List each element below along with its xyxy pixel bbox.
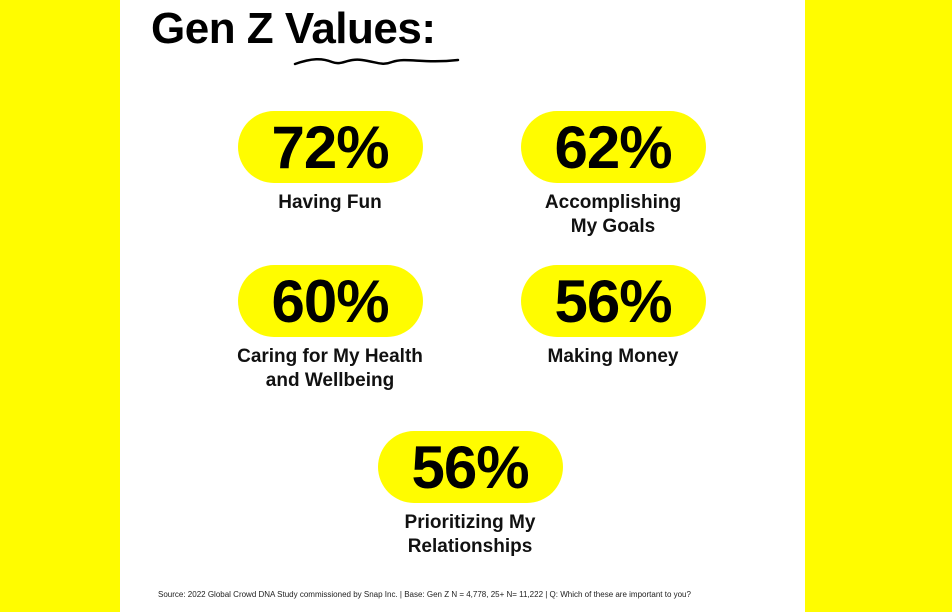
stat: 56% Making Money — [483, 265, 743, 369]
stat: 62% Accomplishing My Goals — [483, 111, 743, 239]
stat-value: 56% — [520, 265, 706, 337]
stat-value: 56% — [377, 431, 563, 503]
stat-label: Caring for My Health and Wellbeing — [237, 346, 423, 391]
stat-label: Making Money — [547, 346, 679, 367]
stat: 56% Prioritizing My Relationships — [340, 431, 600, 559]
stat-value: 62% — [520, 111, 706, 183]
stat-label: Having Fun — [278, 192, 382, 213]
squiggle — [293, 58, 460, 66]
stat-value: 60% — [237, 265, 423, 337]
stat-value: 72% — [237, 111, 423, 183]
title: Gen Z Values: — [151, 4, 436, 53]
stat: 60% Caring for My Health and Wellbeing — [200, 265, 460, 393]
stat-label: Prioritizing My Relationships — [404, 512, 536, 557]
stat-label: Accomplishing My Goals — [544, 192, 682, 237]
source: Source: 2022 Global Crowd DNA Study comm… — [158, 590, 691, 599]
stat: 72% Having Fun — [200, 111, 460, 215]
panel: Gen Z Values: 72% Having Fun 62% Accomplish… — [120, 0, 805, 612]
